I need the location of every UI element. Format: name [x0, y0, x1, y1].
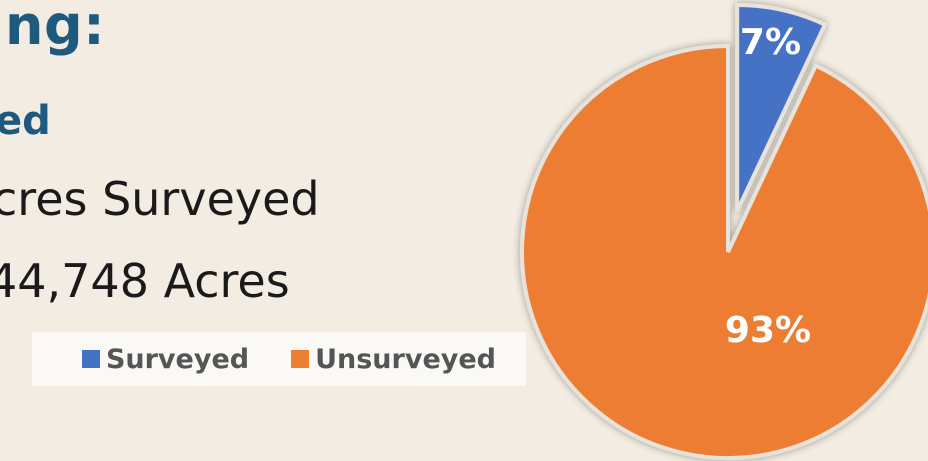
pie-label-surveyed: 7% — [740, 22, 801, 63]
acres-total-text: 44,748 Acres — [0, 254, 290, 308]
subheading: ed — [0, 98, 51, 144]
legend-label-unsurveyed: Unsurveyed — [315, 343, 496, 375]
page-heading: ing: — [0, 0, 106, 57]
legend-item-unsurveyed: Unsurveyed — [291, 344, 496, 375]
legend-label-surveyed: Surveyed — [105, 343, 250, 375]
legend-swatch-unsurveyed — [291, 350, 310, 368]
legend-swatch-surveyed — [81, 350, 100, 368]
acres-surveyed-text: cres Surveyed — [0, 172, 320, 226]
legend-item-surveyed: Surveyed — [81, 343, 250, 375]
pie-slice-surveyed — [735, 3, 828, 212]
chart-legend: Surveyed Unsurveyed — [32, 332, 526, 386]
pie-slice-unsurveyed — [520, 43, 928, 460]
pie-label-unsurveyed: 93% — [725, 310, 811, 351]
